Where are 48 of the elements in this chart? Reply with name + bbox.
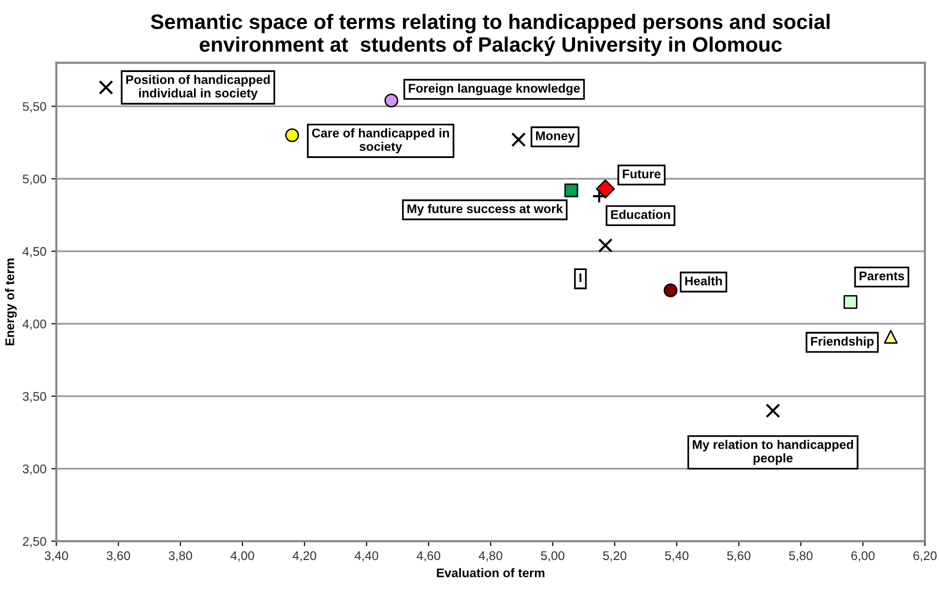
x-tick-label: 3,40 bbox=[44, 551, 68, 562]
series-label: Foreign language knowledge bbox=[408, 84, 580, 96]
y-tick-label: 3,50 bbox=[22, 392, 46, 402]
point bbox=[664, 283, 678, 298]
series-label: Friendship bbox=[811, 336, 874, 348]
series-label: My future success at work bbox=[407, 204, 563, 216]
x-tick-label: 4,40 bbox=[354, 551, 378, 562]
x-tick-label: 4,60 bbox=[416, 551, 440, 562]
series-label: Money bbox=[536, 131, 575, 143]
x-axis-title: Evaluation of term bbox=[436, 568, 544, 578]
y-tick-label: 4,50 bbox=[22, 247, 46, 258]
x-tick-label: 4,20 bbox=[292, 551, 316, 562]
series-label: Education bbox=[611, 210, 670, 219]
x-tick-label: 5,80 bbox=[789, 551, 813, 562]
point bbox=[844, 295, 858, 309]
point bbox=[98, 80, 114, 95]
y-axis-title: Energy of term bbox=[5, 258, 17, 346]
x-tick-label: 4,80 bbox=[478, 551, 502, 562]
x-tick-label: 6,00 bbox=[851, 551, 875, 562]
x-tick-label: 3,80 bbox=[168, 551, 192, 562]
x-tick-label: 3,60 bbox=[106, 551, 130, 562]
x-tick-label: 5,00 bbox=[541, 551, 564, 562]
y-tick-label: 3,00 bbox=[22, 464, 46, 475]
x-tick-label: 5,20 bbox=[603, 551, 626, 562]
point bbox=[384, 94, 398, 108]
text: I bbox=[580, 273, 582, 282]
x-tick-label: 6,20 bbox=[913, 551, 937, 562]
text: My relation to handicapped people bbox=[692, 440, 854, 465]
series-label: Health bbox=[685, 276, 722, 286]
x-tick-label: 5,40 bbox=[665, 551, 688, 562]
point bbox=[285, 128, 299, 142]
y-tick-label: 5,50 bbox=[22, 102, 46, 112]
x-tick-label: 4,00 bbox=[230, 551, 254, 562]
series-label: Care of handicapped in society bbox=[312, 128, 449, 154]
point bbox=[511, 132, 526, 147]
point bbox=[596, 179, 615, 198]
series-label: Parents bbox=[860, 272, 904, 280]
x-tick-label: 5,60 bbox=[727, 551, 750, 562]
y-tick-label: 2,50 bbox=[22, 536, 46, 548]
point bbox=[598, 238, 613, 253]
point bbox=[884, 330, 898, 344]
series-label: Position of handicapped individual in society bbox=[126, 74, 270, 100]
chart-title: Semantic space of terms relating to handicapped persons and social environment at students of Palacký University in Olomouc bbox=[150, 14, 830, 56]
y-tick-label: 4,00 bbox=[22, 320, 46, 330]
point bbox=[766, 403, 780, 418]
series-label: Future bbox=[622, 170, 661, 178]
point bbox=[564, 183, 578, 198]
y-tick-label: 5,00 bbox=[22, 174, 46, 185]
